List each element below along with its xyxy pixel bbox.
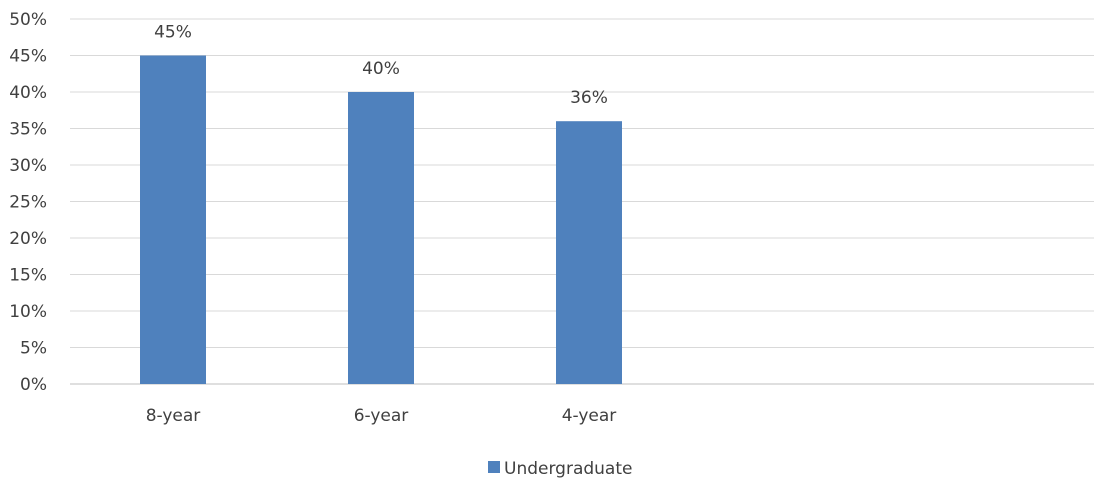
data-label-6-year: 40% — [362, 59, 400, 79]
legend: Undergraduate — [488, 459, 632, 479]
y-tick-label: 45% — [9, 47, 47, 67]
bar-6-year — [348, 92, 414, 384]
y-tick-label: 40% — [9, 83, 47, 103]
y-tick-label: 0% — [20, 375, 47, 395]
bar-4-year — [556, 121, 622, 384]
x-tick-label-6-year: 6-year — [354, 406, 409, 426]
y-tick-label: 35% — [9, 120, 47, 140]
y-axis: 0% 5% 10% 15% 20% 25% 30% 35% 40% 45% 50% — [9, 10, 47, 395]
bar-8-year — [140, 55, 206, 384]
bar-series: 45% 40% 36% — [140, 23, 622, 384]
y-tick-label: 30% — [9, 156, 47, 176]
data-label-8-year: 45% — [154, 23, 192, 43]
legend-swatch-undergraduate — [488, 461, 500, 473]
x-tick-label-4-year: 4-year — [562, 406, 617, 426]
data-label-4-year: 36% — [570, 88, 608, 108]
y-tick-label: 10% — [9, 302, 47, 322]
y-tick-label: 50% — [9, 10, 47, 30]
y-tick-label: 15% — [9, 266, 47, 286]
x-tick-label-8-year: 8-year — [146, 406, 201, 426]
y-tick-label: 25% — [9, 193, 47, 213]
legend-label-undergraduate: Undergraduate — [504, 459, 632, 479]
y-tick-label: 5% — [20, 339, 47, 359]
y-tick-label: 20% — [9, 229, 47, 249]
x-axis: 8-year 6-year 4-year — [146, 406, 617, 426]
